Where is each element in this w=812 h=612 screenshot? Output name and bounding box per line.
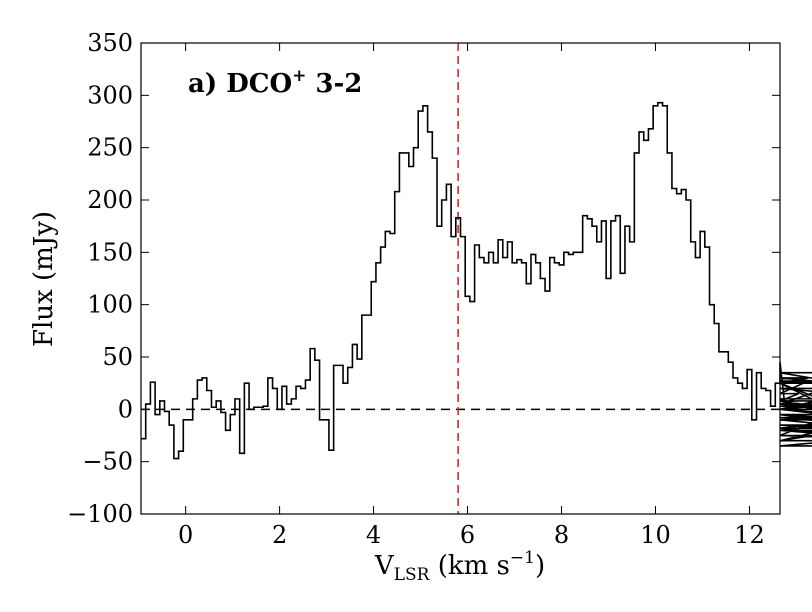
y-tick-label: 50 xyxy=(102,343,133,371)
plot-frame xyxy=(140,42,781,515)
y-tick-label: −50 xyxy=(82,448,133,476)
y-tick-label: 100 xyxy=(87,291,133,319)
spectrum-step-line xyxy=(141,101,812,460)
x-tick-label: 0 xyxy=(178,521,193,549)
panel-label-superscript: + xyxy=(292,66,306,86)
x-tick-label: 12 xyxy=(734,521,765,549)
x-tick-label: 4 xyxy=(366,521,381,549)
x-tick-label: 8 xyxy=(554,521,569,549)
y-tick-label: 0 xyxy=(118,395,133,423)
y-axis-ticks: −100 −50 0 50 100 150 200 250 300 350 xyxy=(67,29,780,528)
x-axis-title-exponent: −1 xyxy=(510,548,535,568)
y-tick-label: 200 xyxy=(87,186,133,214)
y-axis-title: Flux (mJy) xyxy=(29,211,59,347)
x-axis-title: VLSR (km s−1) xyxy=(374,548,545,585)
panel-label-suffix: 3-2 xyxy=(306,69,362,99)
x-tick-label: 10 xyxy=(640,521,671,549)
panel-label-main: a) DCO xyxy=(188,69,292,99)
x-axis-title-main: V xyxy=(374,551,395,581)
y-tick-label: 350 xyxy=(87,29,133,57)
reference-lines xyxy=(141,43,780,514)
y-tick-label: 150 xyxy=(87,238,133,266)
x-tick-label: 6 xyxy=(460,521,475,549)
y-tick-label: 300 xyxy=(87,81,133,109)
panel-label: a) DCO+ 3-2 xyxy=(188,66,362,99)
x-axis-ticks: 0 2 4 6 8 10 12 xyxy=(178,43,765,549)
x-tick-label: 2 xyxy=(272,521,287,549)
y-tick-label: 250 xyxy=(87,134,133,162)
x-axis-title-units: (km s xyxy=(429,551,509,581)
x-axis-title-subscript: LSR xyxy=(394,565,431,585)
x-axis-title-close: ) xyxy=(535,551,545,581)
y-tick-label: −100 xyxy=(67,500,133,528)
